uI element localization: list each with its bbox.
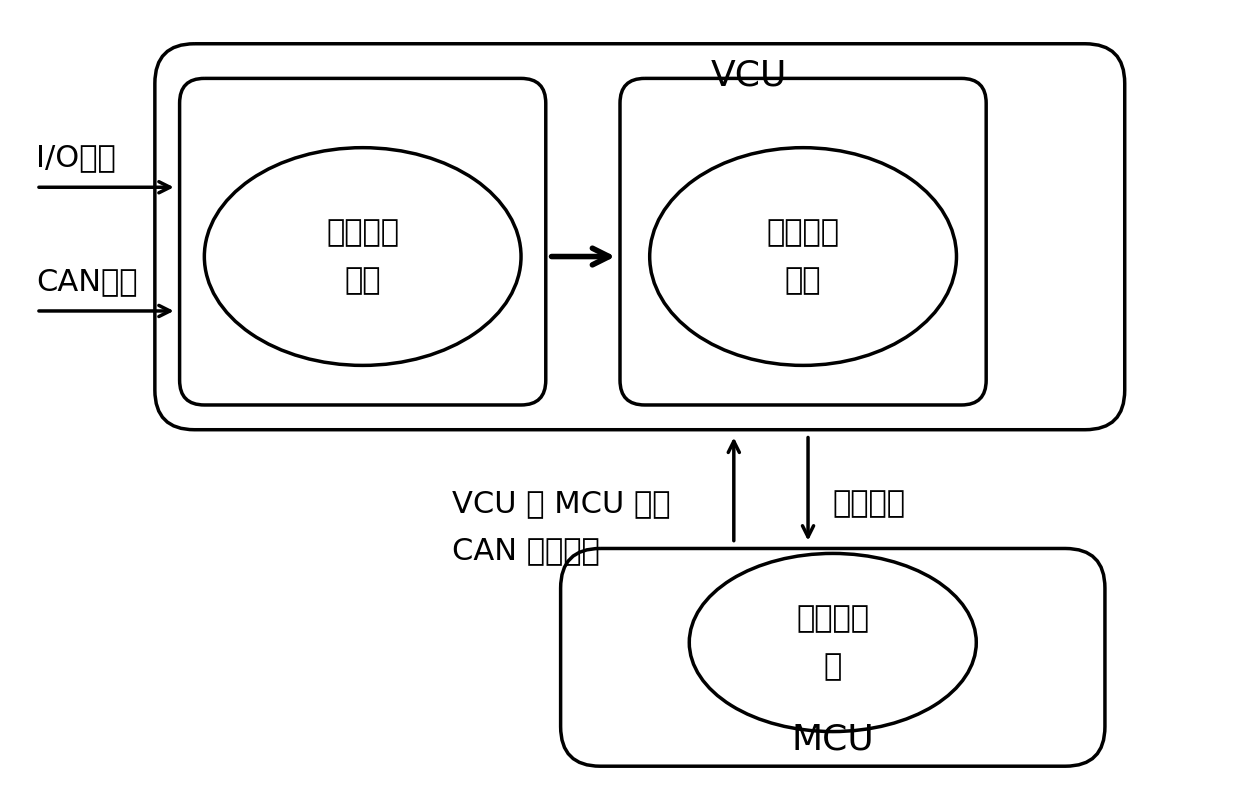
Text: CAN信息: CAN信息 (36, 267, 138, 296)
Text: 请求扛矩: 请求扛矩 (833, 489, 905, 518)
Ellipse shape (205, 147, 521, 365)
Text: MCU: MCU (791, 722, 874, 756)
PathPatch shape (180, 78, 546, 405)
PathPatch shape (155, 44, 1125, 430)
PathPatch shape (560, 548, 1105, 767)
PathPatch shape (620, 78, 986, 405)
Text: 电机控制
器: 电机控制 器 (796, 604, 869, 681)
Text: 扛矩处理
模块: 扛矩处理 模块 (766, 218, 839, 295)
Text: VCU 和 MCU 通过
CAN 总线交互: VCU 和 MCU 通过 CAN 总线交互 (451, 489, 671, 566)
Text: I/O信息: I/O信息 (36, 143, 115, 172)
Ellipse shape (650, 147, 956, 365)
Ellipse shape (689, 554, 976, 732)
Text: VCU: VCU (711, 59, 787, 93)
Text: 状态转换
模块: 状态转换 模块 (326, 218, 399, 295)
